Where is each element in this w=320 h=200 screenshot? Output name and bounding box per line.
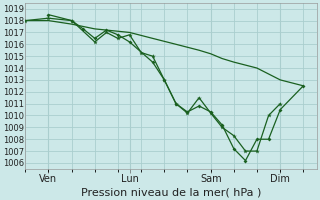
X-axis label: Pression niveau de la mer( hPa ): Pression niveau de la mer( hPa ) <box>81 187 261 197</box>
